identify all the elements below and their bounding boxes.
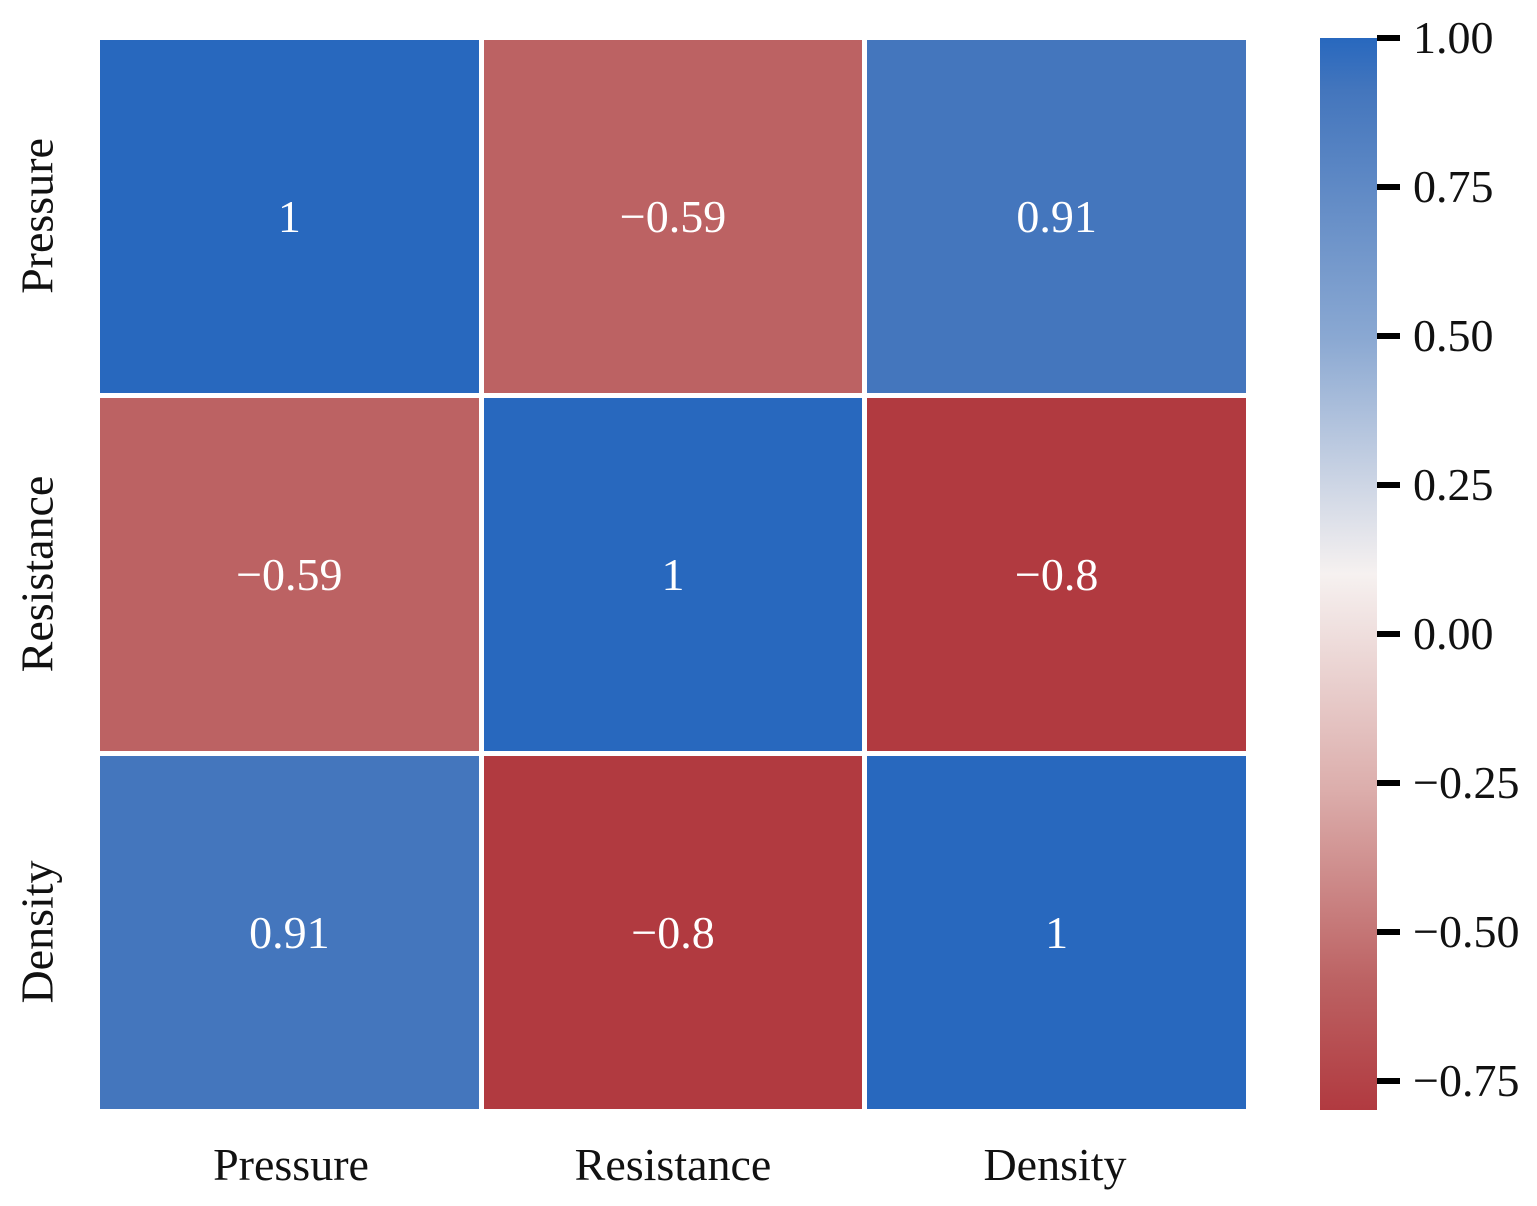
tick-mark [1377,35,1400,41]
y-axis-label-resistance: Resistance [11,475,63,673]
heatmap-grid: 1 −0.59 0.91 −0.59 1 −0.8 0.91 −0.8 1 [100,40,1246,1109]
tick-label: −0.25 [1413,757,1520,808]
tick-mark [1377,1078,1400,1084]
tick-label: 0.75 [1413,160,1494,212]
colorbar-tick: 0.50 [1377,309,1494,361]
heatmap-cell-density-density: 1 [867,756,1246,1109]
colorbar [1320,38,1377,1110]
colorbar-tick: 0.00 [1377,611,1494,657]
colorbar-tick: 0.25 [1377,458,1494,510]
x-axis-label-pressure: Pressure [213,1139,369,1190]
heatmap-cell-density-pressure: 0.91 [100,756,479,1109]
tick-mark [1377,780,1400,786]
tick-label: 0.00 [1413,608,1494,659]
heatmap-cell-pressure-pressure: 1 [100,40,479,393]
tick-mark [1377,631,1400,637]
x-axis-label-resistance: Resistance [574,1139,772,1190]
colorbar-ticks: 1.00 0.75 0.50 0.25 0.00 −0.25 −0.50 −0 [1377,15,1537,1104]
heatmap-cell-pressure-density: 0.91 [867,40,1246,393]
tick-mark [1377,929,1400,935]
tick-label: −0.75 [1413,1055,1520,1106]
heatmap-cell-pressure-resistance: −0.59 [483,40,863,393]
tick-mark [1377,332,1400,339]
colorbar-tick: −0.75 [1377,1058,1519,1104]
tick-label: 0.50 [1413,309,1494,361]
colorbar-tick: 0.75 [1377,160,1494,212]
tick-label: −0.50 [1413,906,1520,957]
heatmap-cell-resistance-resistance: 1 [483,398,863,751]
y-axis-label-pressure: Pressure [11,138,63,294]
tick-mark [1377,481,1400,488]
y-axis-label-density: Density [11,860,63,1004]
x-axis-label-density: Density [983,1139,1127,1190]
colorbar-tick: −0.25 [1377,760,1519,806]
colorbar-tick: −0.50 [1377,909,1519,955]
tick-label: 1.00 [1413,12,1494,63]
tick-mark [1377,183,1400,190]
heatmap-cell-density-resistance: −0.8 [483,756,863,1109]
heatmap-cell-resistance-pressure: −0.59 [100,398,479,751]
colorbar-tick: 1.00 [1377,15,1494,61]
tick-label: 0.25 [1413,458,1494,510]
heatmap-cell-resistance-density: −0.8 [867,398,1246,751]
